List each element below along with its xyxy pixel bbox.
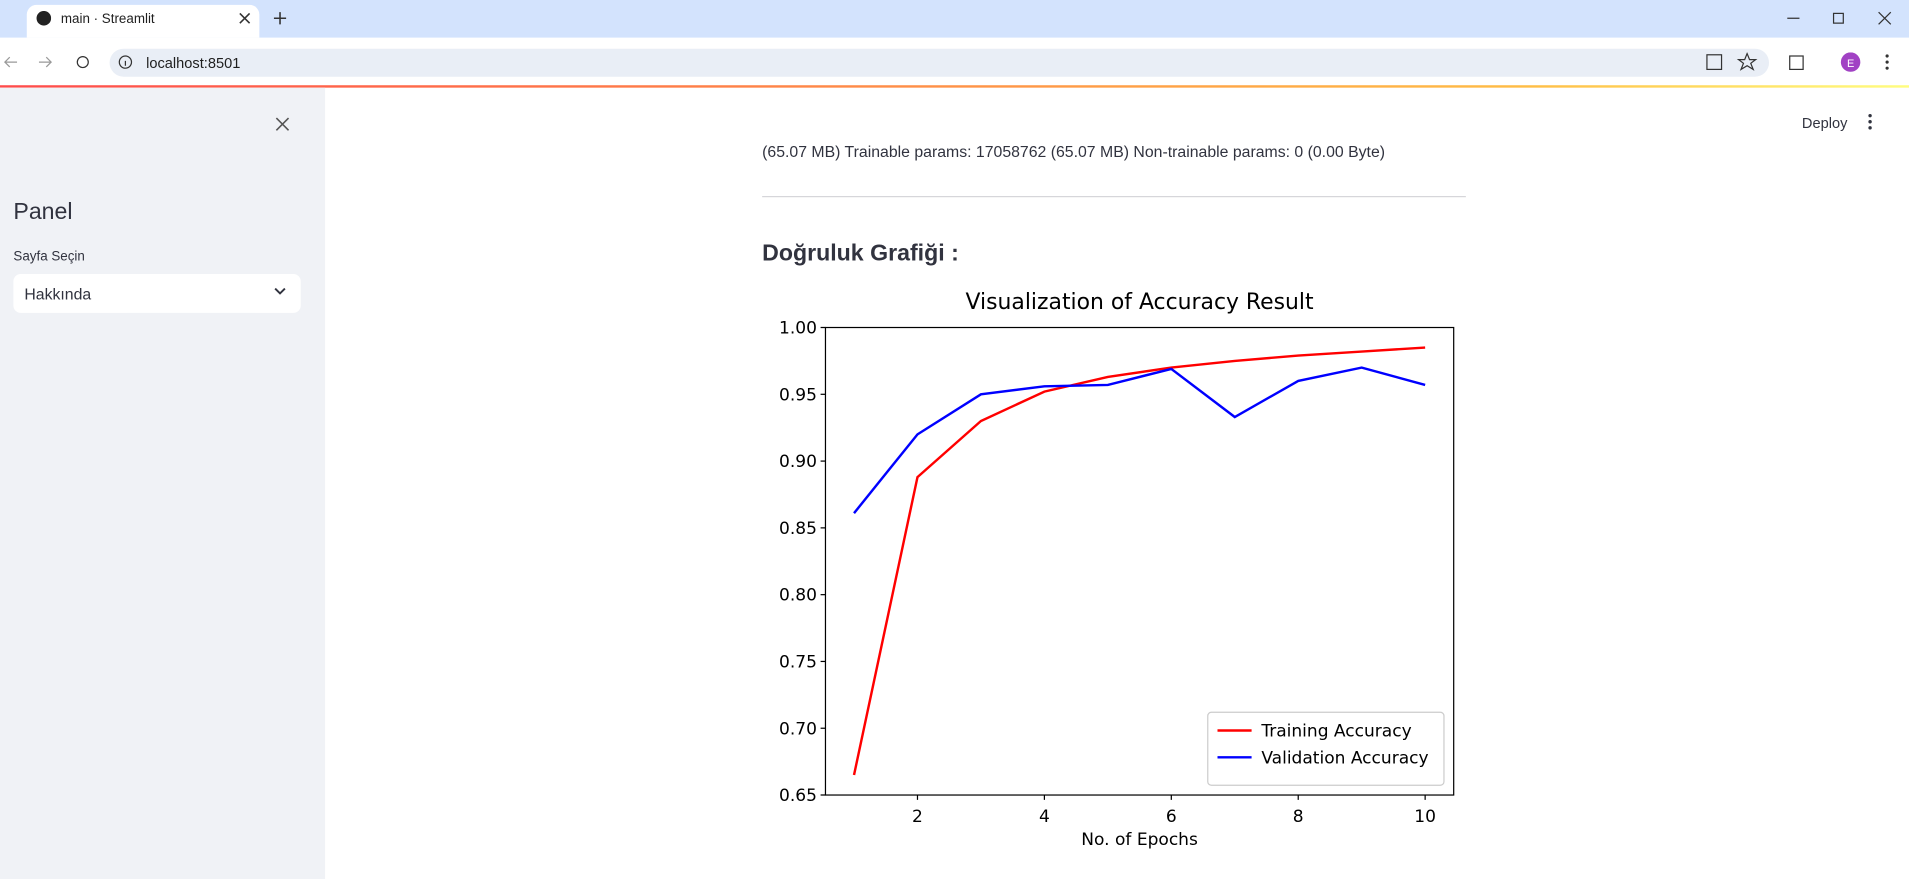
toolbar-icons[interactable]: E — [1705, 52, 1900, 72]
site-info[interactable] — [118, 55, 133, 70]
x-tick-label: 4 — [1039, 807, 1050, 827]
new-tab[interactable] — [273, 11, 288, 26]
line-series — [853, 366, 1426, 514]
nav-buttons[interactable] — [2, 54, 99, 71]
legend-box — [1207, 711, 1445, 786]
y-tick-label: 0.90 — [779, 452, 817, 472]
plot-frame — [824, 326, 1455, 796]
y-tick-label: 0.75 — [779, 653, 817, 673]
window-controls[interactable] — [1784, 10, 1900, 27]
address-bar[interactable] — [109, 48, 1770, 77]
x-tick-label: 6 — [1166, 807, 1177, 827]
heading: Doğruluk Grafiği : — [762, 241, 959, 267]
sidebar-close[interactable] — [275, 117, 290, 132]
y-tick-label: 0.80 — [779, 586, 817, 606]
legend-label: Validation Accuracy — [1261, 748, 1428, 768]
main-menu[interactable] — [1865, 113, 1875, 130]
line-series — [852, 346, 1426, 776]
y-tick-label: 0.95 — [779, 385, 817, 405]
tab-close[interactable] — [237, 11, 252, 26]
favicon — [36, 10, 52, 26]
deploy-button[interactable]: Deploy — [1801, 114, 1848, 132]
sidebar — [0, 87, 326, 879]
url: localhost:8501 — [146, 54, 241, 72]
y-tick-label: 0.85 — [779, 519, 817, 539]
params-text: (65.07 MB) Trainable params: 17058762 (6… — [762, 142, 1386, 161]
select-value: Hakkında — [24, 284, 92, 304]
avatar: E — [1847, 58, 1854, 70]
status-bar — [0, 85, 1909, 88]
tab-title: main · Streamlit — [60, 12, 155, 27]
y-tick-label: 0.70 — [779, 719, 817, 739]
y-tick-label: 0.65 — [779, 786, 817, 806]
x-tick-label: 10 — [1414, 807, 1436, 827]
select-label: Sayfa Seçin — [13, 249, 85, 265]
select-arrow — [274, 287, 286, 295]
x-axis-label: No. of Epochs — [1081, 830, 1198, 850]
tab[interactable] — [26, 4, 260, 38]
legend-label: Training Accuracy — [1260, 722, 1411, 742]
chart: Visualization of Accuracy Result No. of … — [779, 290, 1455, 850]
sidebar-title: Panel — [13, 199, 73, 226]
tab-bar — [0, 0, 1909, 38]
x-tick-label: 8 — [1293, 807, 1304, 827]
select-box[interactable] — [13, 273, 301, 313]
divider — [762, 196, 1466, 198]
y-tick-label: 1.00 — [779, 319, 817, 339]
x-tick-label: 2 — [912, 807, 923, 827]
chart-title: Visualization of Accuracy Result — [966, 290, 1314, 315]
